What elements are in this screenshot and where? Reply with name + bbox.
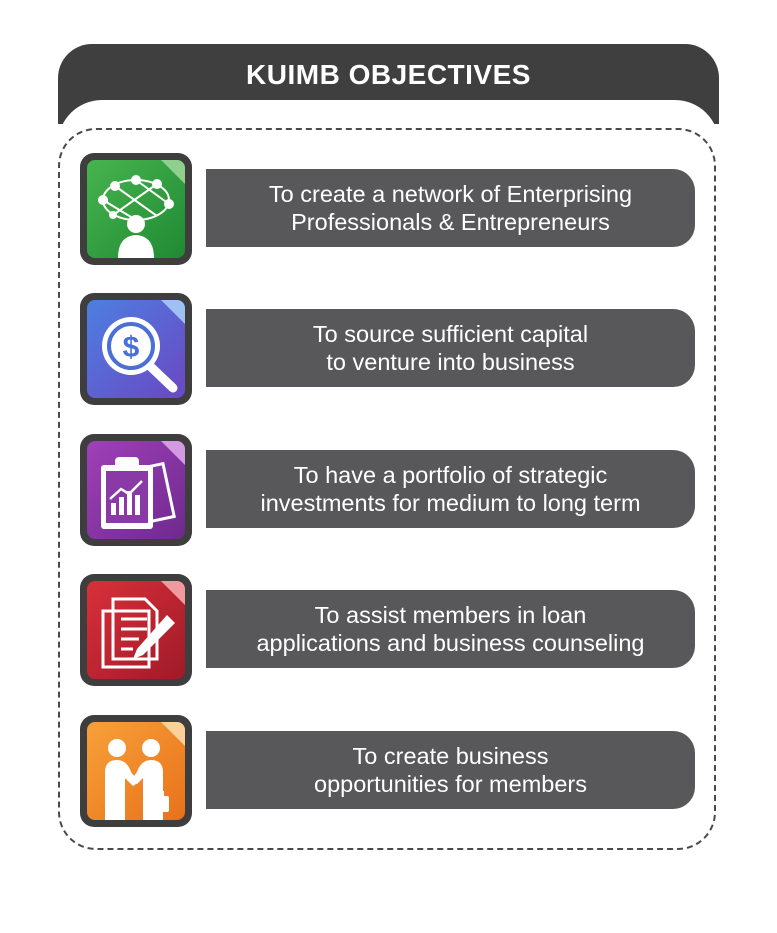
objective-row-portfolio: To have a portfolio of strategic investm…: [0, 434, 777, 546]
objective-line: To source sufficient capital: [312, 321, 589, 347]
objective-bar: To assist members in loan applications a…: [206, 590, 695, 668]
objective-line: investments for medium to long term: [260, 490, 641, 516]
objective-row-network: To create a network of Enterprising Prof…: [0, 153, 777, 265]
objective-line: to venture into business: [326, 349, 575, 375]
handshake-icon: [87, 722, 185, 820]
objective-row-opportunities: To create business opportunities for mem…: [0, 715, 777, 827]
tile-frame: [80, 715, 192, 827]
objective-line: opportunities for members: [314, 771, 587, 797]
objective-text: To assist members in loan applications a…: [256, 601, 644, 657]
objective-bar: To source sufficient capital to venture …: [206, 309, 695, 387]
objective-text: To source sufficient capital to venture …: [313, 320, 588, 376]
network-person-icon: [87, 160, 185, 258]
objective-bar: To have a portfolio of strategic investm…: [206, 450, 695, 528]
objective-text: To have a portfolio of strategic investm…: [260, 461, 640, 517]
objective-line: To assist members in loan: [314, 602, 587, 628]
objective-line: To create business: [352, 743, 549, 769]
objective-row-loans: To assist members in loan applications a…: [0, 574, 777, 686]
objective-line: To create a network of Enterprising: [268, 181, 633, 207]
objective-bar: To create business opportunities for mem…: [206, 731, 695, 809]
objective-bar: To create a network of Enterprising Prof…: [206, 169, 695, 247]
tile-frame: [80, 153, 192, 265]
objective-row-capital: $ To source sufficient capital to ventur…: [0, 293, 777, 405]
tile-frame: [80, 574, 192, 686]
objective-line: To have a portfolio of strategic: [293, 462, 608, 488]
tile-frame: [80, 434, 192, 546]
page-title: KUIMB OBJECTIVES: [246, 59, 531, 90]
svg-text:$: $: [123, 331, 140, 364]
clipboard-chart-icon: [87, 441, 185, 539]
document-pen-icon: [87, 581, 185, 679]
tile-frame: $: [80, 293, 192, 405]
dollar-magnifier-icon: $: [87, 300, 185, 398]
objective-text: To create a network of Enterprising Prof…: [269, 180, 632, 236]
objective-text: To create business opportunities for mem…: [314, 742, 587, 798]
objective-line: Professionals & Entrepreneurs: [291, 209, 610, 235]
objective-line: applications and business counseling: [256, 630, 645, 656]
dashed-border: [58, 128, 716, 850]
